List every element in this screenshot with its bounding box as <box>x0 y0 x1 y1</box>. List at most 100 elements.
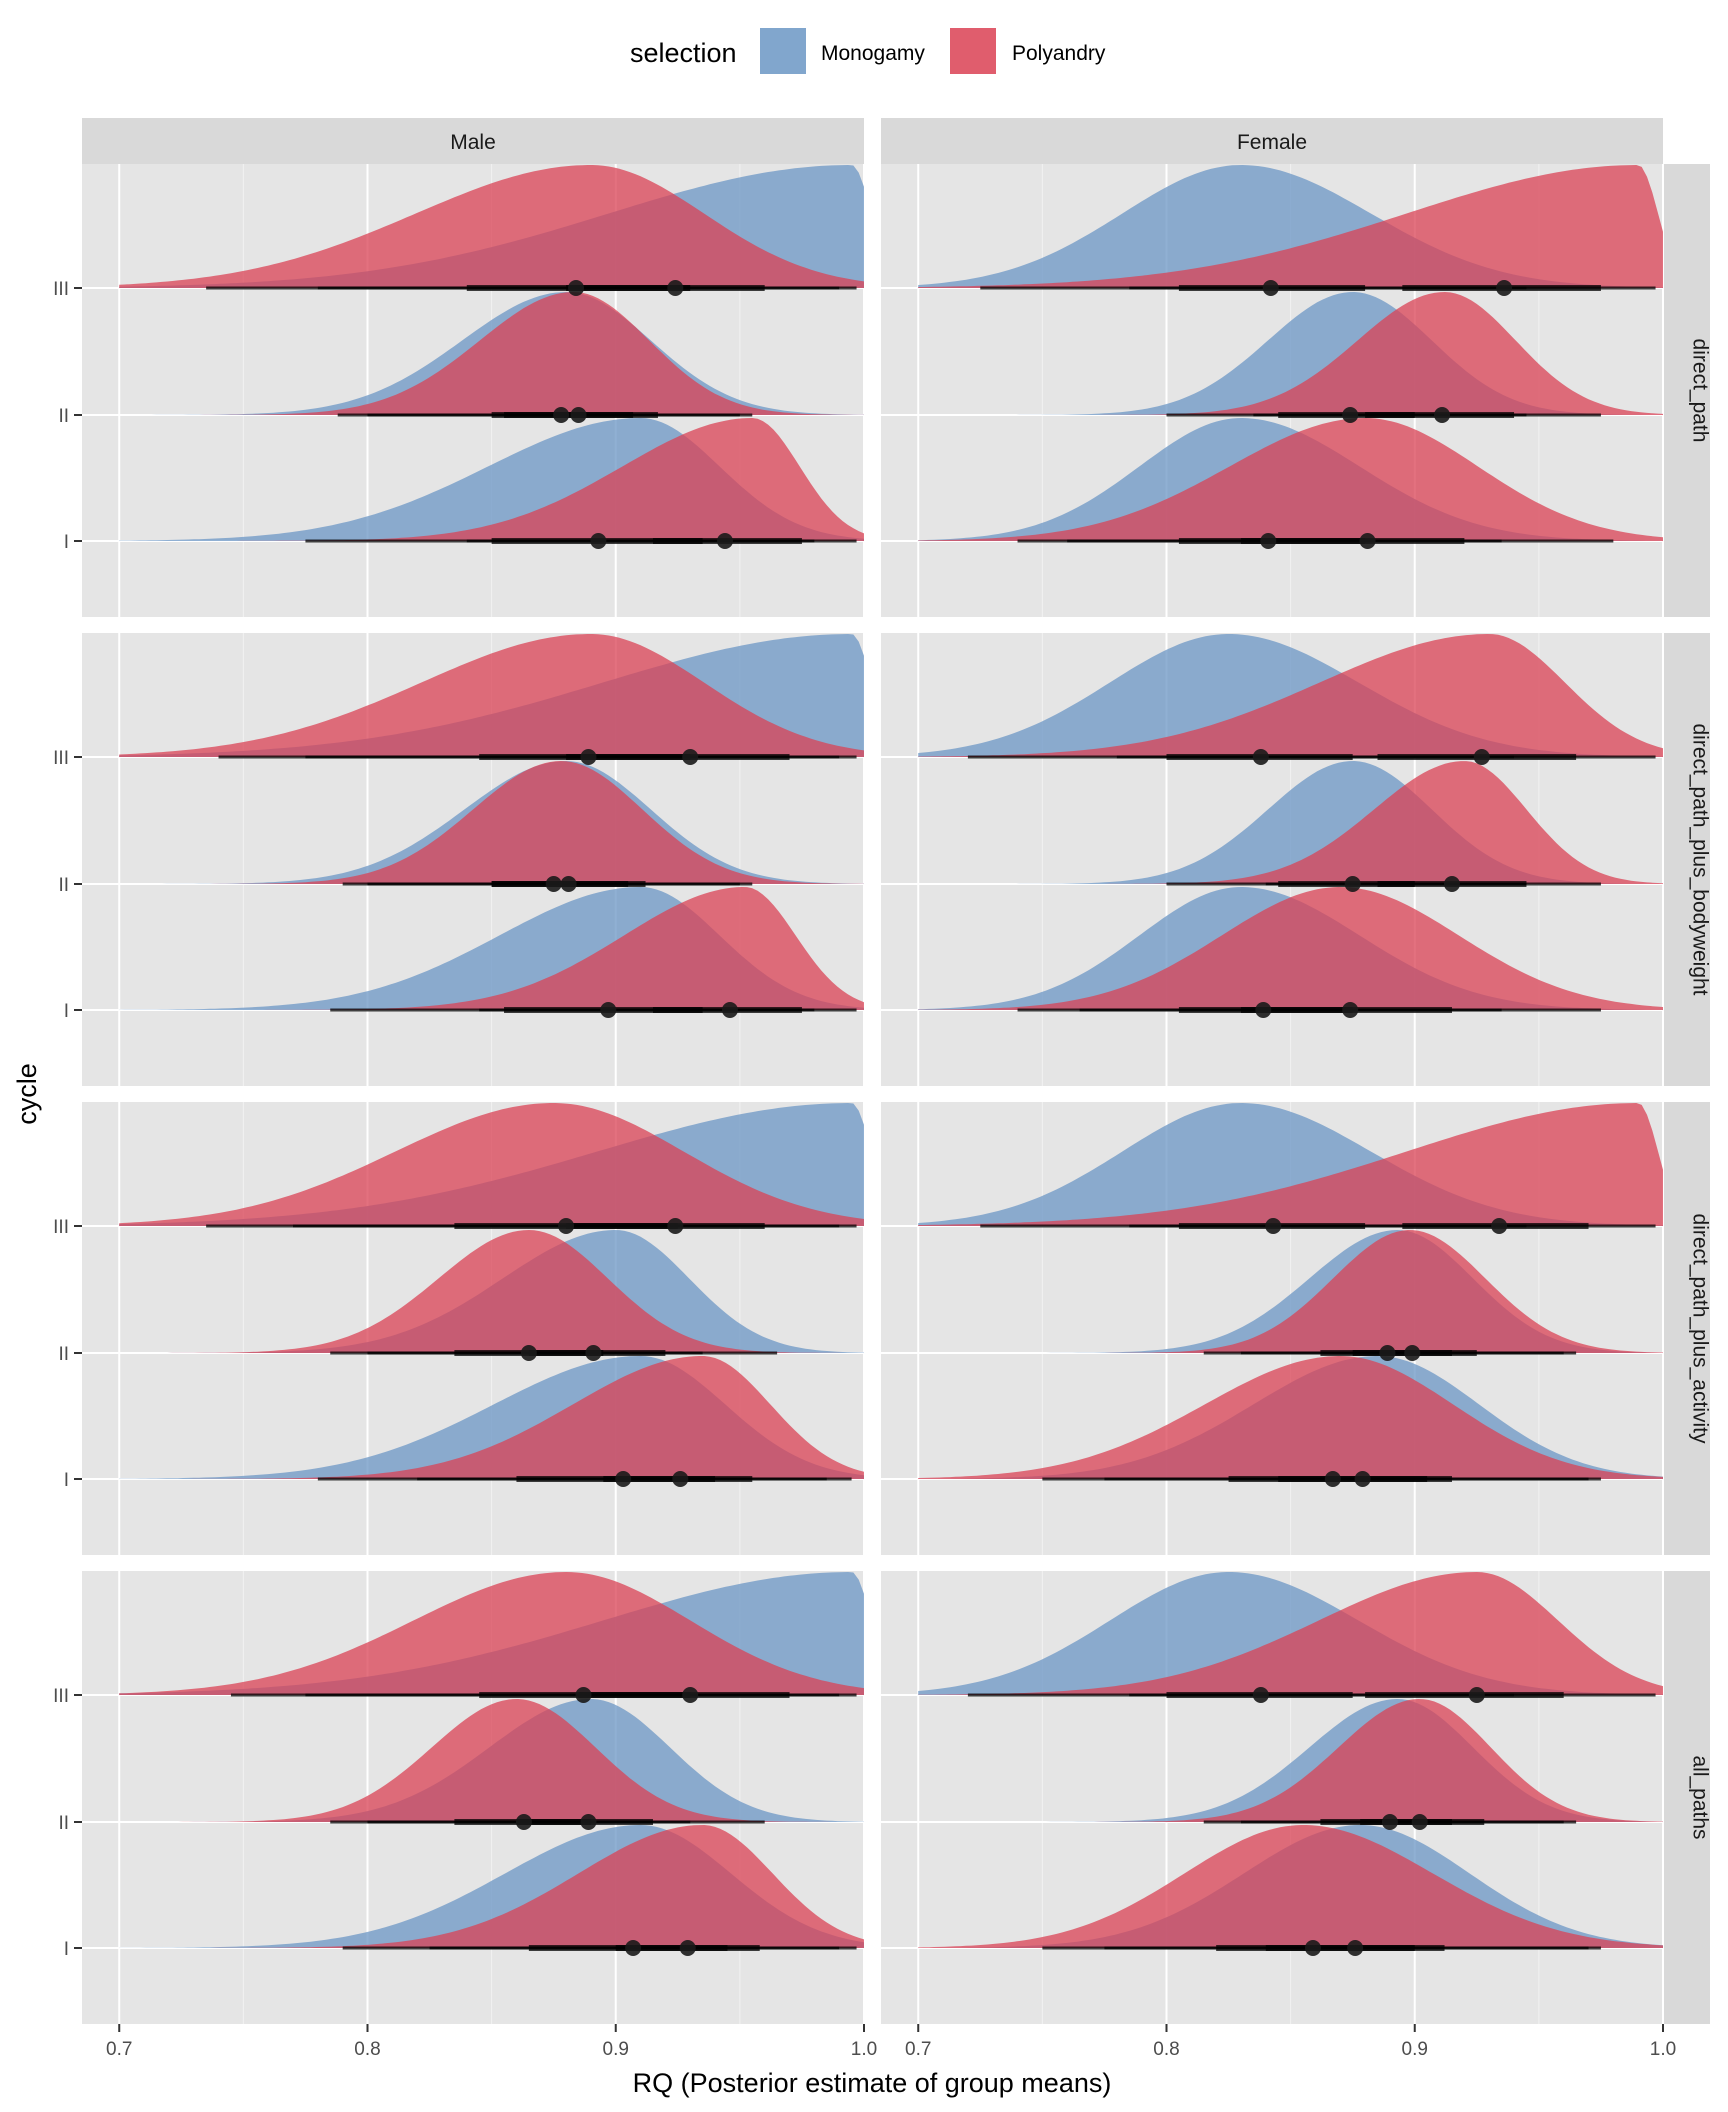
strip-male: Male <box>82 118 864 164</box>
median-point-monogamy-cycle-I <box>1260 533 1277 549</box>
x-tick-label: 1.0 <box>851 2039 877 2060</box>
median-point-monogamy-cycle-II <box>1379 1345 1396 1361</box>
median-point-polyandry-cycle-I <box>1304 1940 1321 1956</box>
density-polyandry-cycle-III <box>119 634 864 757</box>
median-point-polyandry-cycle-III <box>1491 1218 1508 1234</box>
panel-female-direct_path <box>881 164 1664 617</box>
median-point-polyandry-cycle-II <box>1404 1345 1421 1361</box>
median-point-monogamy-cycle-III <box>1252 749 1269 765</box>
median-point-monogamy-cycle-III <box>667 280 684 296</box>
density-monogamy-cycle-III <box>918 1103 1663 1226</box>
legend-entry-monogamy: Monogamy <box>760 28 925 74</box>
y-tick-label: I <box>64 1939 69 1960</box>
strip-bg <box>1663 633 1710 1086</box>
density-monogamy-cycle-III <box>918 165 1663 288</box>
density-polyandry-cycle-I <box>119 1825 864 1948</box>
strip-bg <box>1663 1571 1710 2024</box>
strip-label: direct_path_plus_bodyweight <box>1689 723 1712 995</box>
density-polyandry-cycle-I <box>918 1356 1663 1479</box>
median-point-polyandry-cycle-III <box>558 1218 575 1234</box>
median-point-monogamy-cycle-III <box>1252 1687 1269 1703</box>
density-polyandry-cycle-I <box>918 418 1663 541</box>
y-tick-label: III <box>53 279 69 300</box>
median-point-polyandry-cycle-III <box>568 280 585 296</box>
y-axis-title: cycle <box>12 1063 42 1125</box>
median-point-monogamy-cycle-I <box>1347 1940 1364 1956</box>
median-point-monogamy-cycle-III <box>682 749 699 765</box>
y-tick-label: II <box>58 1344 69 1365</box>
median-point-monogamy-cycle-II <box>1381 1814 1398 1830</box>
density-polyandry-cycle-II <box>918 761 1663 884</box>
density-polyandry-cycle-III <box>119 1572 864 1695</box>
median-point-polyandry-cycle-II <box>1443 876 1460 892</box>
median-point-polyandry-cycle-III <box>575 1687 592 1703</box>
median-point-polyandry-cycle-I <box>1359 533 1376 549</box>
density-polyandry-cycle-II <box>119 292 864 415</box>
x-tick-label: 0.7 <box>905 2039 931 2060</box>
legend-label-monogamy: Monogamy <box>821 42 925 65</box>
strip-direct_path: direct_path <box>1663 164 1712 617</box>
panel-female-direct_path_plus_activity <box>881 1102 1664 1555</box>
y-tick-label: II <box>58 875 69 896</box>
density-polyandry-cycle-II <box>119 761 864 884</box>
panel-male-direct_path_plus_bodyweight <box>82 633 865 1086</box>
y-tick-label: I <box>64 1470 69 1491</box>
strip-bg <box>82 118 864 164</box>
panel-male-direct_path_plus_activity <box>82 1102 865 1555</box>
strip-direct_path_plus_bodyweight: direct_path_plus_bodyweight <box>1663 633 1712 1086</box>
legend-key-monogamy <box>760 28 806 74</box>
median-point-polyandry-cycle-I <box>1324 1471 1341 1487</box>
density-polyandry-cycle-II <box>918 1230 1663 1353</box>
median-point-polyandry-cycle-I <box>1342 1002 1359 1018</box>
y-tick-label: III <box>53 748 69 769</box>
median-point-monogamy-cycle-I <box>590 533 607 549</box>
strip-female: Female <box>881 118 1663 164</box>
median-point-polyandry-cycle-I <box>721 1002 738 1018</box>
legend-label-polyandry: Polyandry <box>1012 42 1106 65</box>
median-point-polyandry-cycle-I <box>672 1471 689 1487</box>
median-point-monogamy-cycle-I <box>625 1940 642 1956</box>
x-tick-label: 0.7 <box>106 2039 132 2060</box>
density-polyandry-cycle-II <box>918 1699 1663 1822</box>
panel-female-direct_path_plus_bodyweight <box>881 633 1664 1086</box>
median-point-polyandry-cycle-II <box>1411 1814 1428 1830</box>
legend-key-polyandry <box>950 28 996 74</box>
y-tick-label: I <box>64 532 69 553</box>
density-polyandry-cycle-I <box>918 887 1663 1010</box>
x-tick-label: 0.9 <box>603 2039 629 2060</box>
median-point-monogamy-cycle-I <box>615 1471 632 1487</box>
median-point-monogamy-cycle-I <box>600 1002 617 1018</box>
density-polyandry-cycle-I <box>119 887 864 1010</box>
median-point-polyandry-cycle-II <box>515 1814 532 1830</box>
y-tick-label: III <box>53 1686 69 1707</box>
x-tick-label: 0.9 <box>1402 2039 1428 2060</box>
panel-male-direct_path <box>82 164 865 617</box>
strip-label: direct_path_plus_activity <box>1689 1214 1712 1444</box>
panel-female-all_paths <box>881 1571 1664 2024</box>
legend: selection Monogamy Polyandry <box>630 28 1106 74</box>
strip-bg <box>1663 1102 1710 1555</box>
strip-label: Male <box>450 131 496 154</box>
median-point-monogamy-cycle-I <box>1255 1002 1272 1018</box>
density-polyandry-cycle-III <box>918 165 1663 288</box>
y-tick-label: II <box>58 1813 69 1834</box>
median-point-polyandry-cycle-III <box>1473 749 1490 765</box>
strip-label: all_paths <box>1689 1755 1712 1839</box>
median-point-polyandry-cycle-III <box>1496 280 1513 296</box>
density-polyandry-cycle-I <box>119 418 864 541</box>
density-monogamy-cycle-III <box>918 1572 1663 1695</box>
y-tick-label: II <box>58 406 69 427</box>
median-point-polyandry-cycle-I <box>716 533 733 549</box>
strip-label: direct_path <box>1689 339 1712 443</box>
strip-bg <box>1663 164 1710 617</box>
x-axis-title: RQ (Posterior estimate of group means) <box>633 2068 1112 2098</box>
median-point-monogamy-cycle-III <box>667 1218 684 1234</box>
median-point-monogamy-cycle-III <box>682 1687 699 1703</box>
legend-title: selection <box>630 38 737 68</box>
median-point-monogamy-cycle-II <box>570 407 587 423</box>
x-tick-label: 0.8 <box>354 2039 380 2060</box>
median-point-polyandry-cycle-I <box>679 1940 696 1956</box>
density-polyandry-cycle-II <box>119 1699 864 1822</box>
density-polyandry-cycle-II <box>918 292 1663 415</box>
